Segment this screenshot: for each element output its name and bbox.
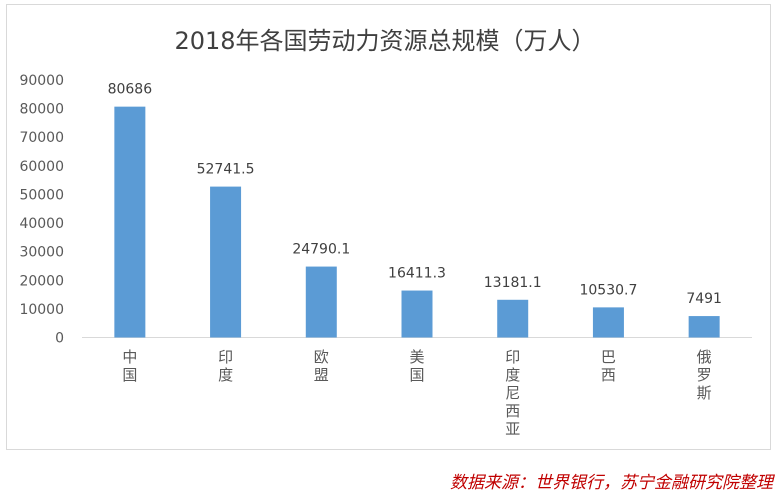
bar — [401, 290, 433, 338]
data-label: 24790.1 — [292, 242, 350, 258]
data-label: 13181.1 — [484, 275, 542, 291]
bar — [688, 316, 720, 338]
x-tick-label: 美国 — [409, 348, 424, 384]
y-tick-label: 50000 — [19, 187, 64, 203]
bar — [592, 307, 624, 338]
x-tick-label: 印度尼西亚 — [505, 348, 520, 438]
bar — [305, 266, 337, 338]
y-tick-label: 30000 — [19, 245, 64, 261]
x-tick-label: 俄罗斯 — [697, 348, 712, 402]
x-tick-label: 中国 — [122, 348, 137, 384]
data-label: 16411.3 — [388, 266, 446, 282]
x-tick-label: 印度 — [218, 348, 233, 384]
value-labels: 80686 52741.5 24790.1 16411.3 13181.1 10530.7… — [108, 82, 722, 307]
y-tick-label: 60000 — [19, 159, 64, 175]
data-label: 52741.5 — [197, 162, 255, 178]
data-label: 80686 — [108, 82, 153, 98]
y-tick-label: 10000 — [19, 302, 64, 318]
bar — [497, 299, 529, 338]
bars — [114, 106, 720, 338]
y-tick-label: 20000 — [19, 273, 64, 289]
y-tick-label: 80000 — [19, 102, 64, 118]
chart-title: 2018年各国劳动力资源总规模（万人） — [174, 27, 595, 55]
y-tick-label: 0 — [55, 331, 64, 347]
y-tick-label: 70000 — [19, 130, 64, 146]
x-axis-labels: 中国 印度 欧盟 美国 印度尼西亚 巴西 俄罗斯 — [122, 348, 711, 438]
y-tick-label: 40000 — [19, 216, 64, 232]
y-axis-ticks: 0 10000 20000 30000 40000 50000 60000 70000 8000… — [19, 73, 64, 347]
data-label: 7491 — [686, 291, 722, 307]
x-tick-label: 欧盟 — [314, 348, 329, 384]
bar — [114, 106, 146, 338]
source-note: 数据来源：世界银行，苏宁金融研究院整理 — [450, 473, 773, 493]
bar — [210, 186, 242, 338]
data-label: 10530.7 — [579, 282, 637, 298]
y-tick-label: 90000 — [19, 73, 64, 89]
x-tick-label: 巴西 — [601, 348, 616, 384]
bar-chart: 2018年各国劳动力资源总规模（万人） 0 10000 20000 30000 4000… — [19, 27, 752, 438]
